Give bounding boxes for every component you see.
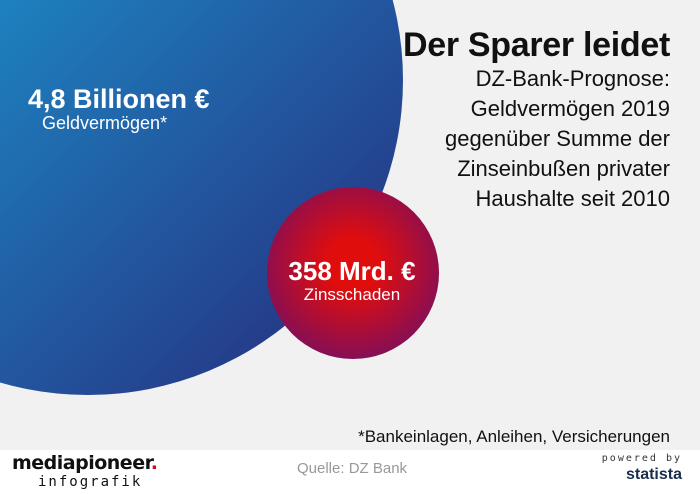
- subtitle: DZ-Bank-Prognose: Geldvermögen 2019 gege…: [370, 64, 670, 214]
- subtitle-line: Geldvermögen 2019: [470, 96, 670, 121]
- geldvermoegen-value-label: 4,8 Billionen €: [28, 84, 210, 114]
- brand-main-text: mediapioneer: [12, 452, 151, 474]
- subtitle-line: gegenüber Summe der: [444, 126, 670, 151]
- bubble-chart: [0, 0, 440, 395]
- subtitle-line: Haushalte seit 2010: [475, 186, 670, 211]
- zinsschaden-name-label: Zinsschaden: [303, 285, 401, 304]
- footer: mediapioneer. infografik Quelle: DZ Bank…: [0, 450, 700, 494]
- subtitle-line: DZ-Bank-Prognose:: [475, 66, 670, 91]
- zinsschaden-value-label: 358 Mrd. €: [288, 256, 416, 286]
- subtitle-line: Zinseinbußen privater: [457, 156, 670, 181]
- source-text: Quelle: DZ Bank: [297, 460, 408, 477]
- brand-subtitle: infografik: [38, 474, 143, 490]
- brand-dot: .: [150, 452, 158, 474]
- powered-by-text: powered by: [601, 453, 682, 464]
- footnote: *Bankeinlagen, Anleihen, Versicherungen: [358, 427, 670, 446]
- bubble-zinsschaden: [266, 186, 440, 360]
- geldvermoegen-name-label: Geldvermögen*: [42, 113, 168, 133]
- mediapioneer-logo[interactable]: mediapioneer.: [12, 452, 158, 474]
- page-title: Der Sparer leidet: [402, 26, 670, 64]
- statista-logo[interactable]: statista: [625, 466, 682, 483]
